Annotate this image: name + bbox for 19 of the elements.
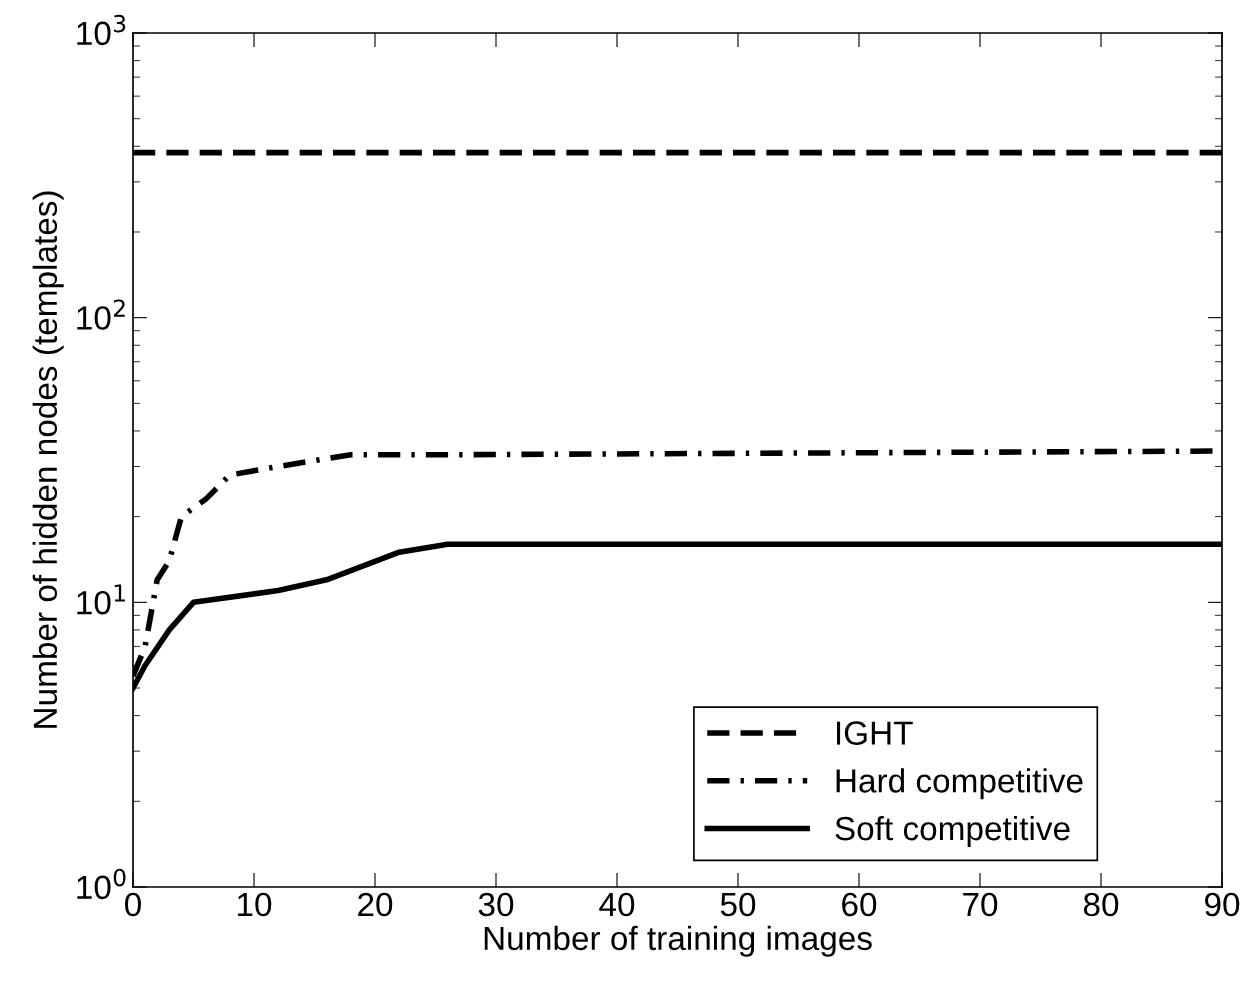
x-tick-label: 20 <box>358 892 393 917</box>
x-tick-label: 60 <box>842 892 877 917</box>
x-tick-label: 10 <box>238 892 272 917</box>
y-axis-title: Number of hidden nodes (templates) <box>32 191 64 728</box>
x-axis-title: Number of training images <box>484 925 872 957</box>
x-tick-label: 0 <box>125 892 141 917</box>
legend-label: Hard competitive <box>836 768 1083 800</box>
y-tick-label: 10$^{1}$ <box>77 584 125 615</box>
legend-label: Soft competitive <box>835 815 1070 847</box>
x-tick-label: 70 <box>963 892 998 917</box>
x-tick-label: 90 <box>1205 892 1240 917</box>
y-tick-label: 10$^{2}$ <box>77 299 125 330</box>
x-tick-label: 50 <box>720 892 756 917</box>
x-tick-label: 30 <box>478 892 514 917</box>
legend-label: IGHT <box>836 721 913 745</box>
x-tick-label: 40 <box>599 892 635 917</box>
y-tick-label: 10$^{0}$ <box>77 868 126 900</box>
y-tick-label: 10$^{3}$ <box>77 14 126 46</box>
x-tick-label: 80 <box>1083 892 1119 917</box>
